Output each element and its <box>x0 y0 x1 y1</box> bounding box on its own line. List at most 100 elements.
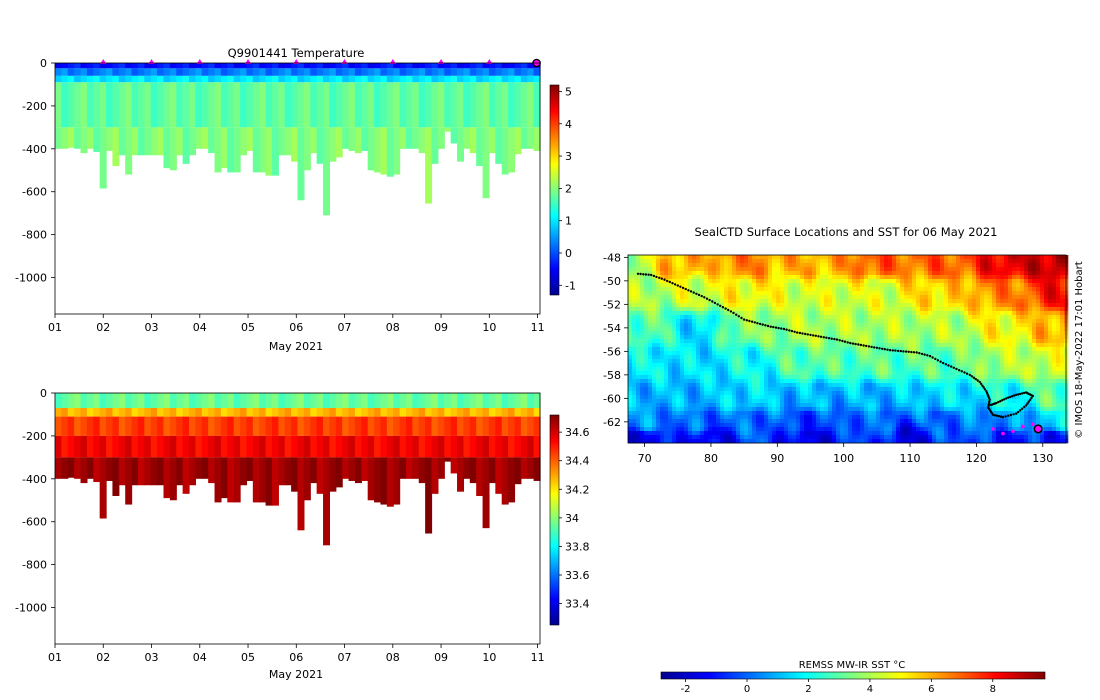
sst-cell <box>752 331 757 336</box>
sst-cell <box>1048 379 1053 384</box>
profile-cell <box>425 75 433 83</box>
sst-cell <box>808 339 813 344</box>
sst-cell <box>828 351 833 356</box>
sst-cell <box>1020 279 1025 284</box>
profile-cell <box>482 393 490 409</box>
profile-cell <box>157 435 165 458</box>
sst-cell <box>776 287 781 292</box>
sst-cell <box>756 307 761 312</box>
sst-cell <box>984 355 989 360</box>
sst-cell <box>700 291 705 296</box>
colorbar-tick-label: 34 <box>565 512 579 525</box>
sst-cell <box>740 343 745 348</box>
sst-cell <box>1024 335 1029 340</box>
sst-cell <box>724 379 729 384</box>
sst-cell <box>832 371 837 376</box>
profile-cell <box>150 63 158 69</box>
profile-cell <box>99 416 107 436</box>
sst-cell <box>676 363 681 368</box>
sst-cell <box>820 375 825 380</box>
y-tick-label: -800 <box>22 559 47 572</box>
sst-cell <box>772 327 777 332</box>
profile-cell <box>227 127 235 173</box>
sst-cell <box>872 287 877 292</box>
sst-cell <box>1024 383 1029 388</box>
sst-cell <box>684 383 689 388</box>
profile-cell <box>265 457 273 506</box>
sst-cell <box>1056 271 1061 276</box>
sst-cell <box>1036 263 1041 268</box>
profile-cell <box>425 68 433 76</box>
sst-cell <box>880 359 885 364</box>
profile-cell <box>67 408 75 417</box>
sst-cell <box>1056 267 1061 272</box>
sst-cell <box>820 351 825 356</box>
sst-cell <box>836 315 841 320</box>
profile-cell <box>431 63 439 69</box>
sst-cell <box>688 375 693 380</box>
sst-cell <box>880 311 885 316</box>
sst-cell <box>760 303 765 308</box>
profile-cell <box>55 416 62 436</box>
sst-cell <box>996 291 1001 296</box>
sst-cell <box>872 319 877 324</box>
sst-cell <box>836 363 841 368</box>
sst-cell <box>1000 359 1005 364</box>
sst-cell <box>1040 339 1045 344</box>
sst-cell <box>932 347 937 352</box>
sst-cell <box>904 355 909 360</box>
sst-cell <box>984 271 989 276</box>
sst-cell <box>728 383 733 388</box>
sst-cell <box>816 311 821 316</box>
sst-cell <box>968 343 973 348</box>
sst-cell <box>920 375 925 380</box>
sst-cell <box>956 367 961 372</box>
sst-cell <box>728 279 733 284</box>
profile-cell <box>303 408 311 417</box>
sst-cell <box>692 339 697 344</box>
sst-cell <box>976 391 981 396</box>
sst-cell <box>716 319 721 324</box>
profile-cell <box>112 75 120 83</box>
sst-cell <box>1028 319 1033 324</box>
profile-cell <box>393 82 401 128</box>
sst-cell <box>772 339 777 344</box>
profile-cell <box>380 435 388 458</box>
profile-cell <box>144 435 152 458</box>
sst-cell <box>844 255 849 260</box>
profile-cell <box>463 63 471 69</box>
sst-cell <box>684 319 689 324</box>
sst-cell <box>708 367 713 372</box>
sst-cell <box>916 267 921 272</box>
sst-cell <box>672 303 677 308</box>
profile-column <box>144 63 152 156</box>
sst-cell <box>688 307 693 312</box>
sst-cell <box>872 367 877 372</box>
sst-cell <box>712 331 717 336</box>
profile-cell <box>61 393 69 409</box>
sst-cell <box>764 371 769 376</box>
sst-cell <box>840 371 845 376</box>
sst-cell <box>1028 379 1033 384</box>
sst-cell <box>1020 299 1025 304</box>
profile-cell <box>425 408 433 417</box>
sst-cell <box>1036 339 1041 344</box>
sst-cell <box>1000 267 1005 272</box>
sst-cell <box>688 351 693 356</box>
sst-cell <box>732 347 737 352</box>
sst-cell <box>996 283 1001 288</box>
sst-cell <box>988 295 993 300</box>
sst-cell <box>956 291 961 296</box>
sst-cell <box>840 343 845 348</box>
sst-cell <box>952 323 957 328</box>
sst-cell <box>816 267 821 272</box>
sst-cell <box>852 391 857 396</box>
sst-cell <box>796 371 801 376</box>
sst-cell <box>744 327 749 332</box>
sst-cell <box>872 311 877 316</box>
sst-cell <box>688 283 693 288</box>
sst-cell <box>860 331 865 336</box>
sst-cell <box>628 335 633 340</box>
sst-cell <box>636 343 641 348</box>
sst-cell <box>876 279 881 284</box>
